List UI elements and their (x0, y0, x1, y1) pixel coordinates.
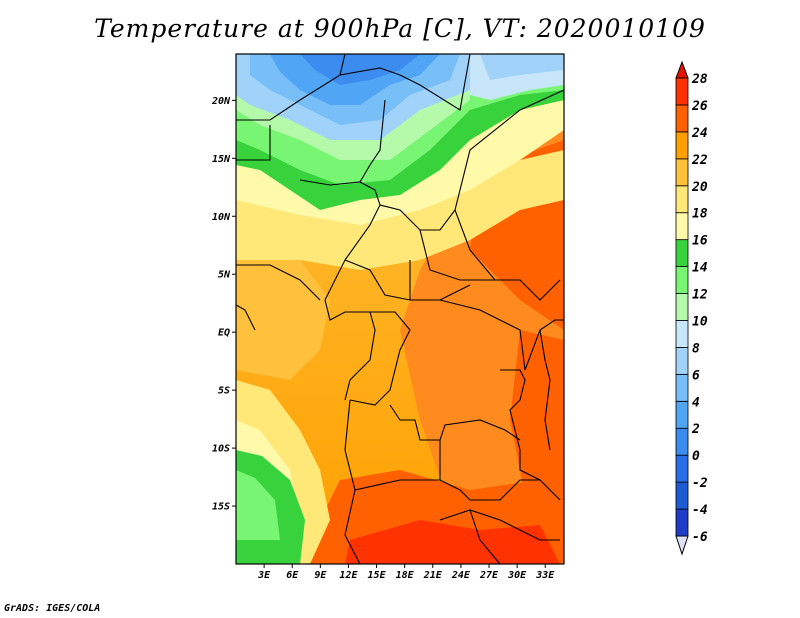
colorbar-swatch (675, 158, 689, 187)
lat-tick-label: 20N (211, 96, 231, 107)
colorbar-label: 24 (691, 126, 708, 141)
colorbar-swatch (675, 427, 689, 456)
colorbar-swatch (675, 320, 689, 348)
lat-tick-label: 15N (212, 154, 231, 165)
lon-tick-label: 3E (257, 570, 271, 581)
colorbar-label: -6 (692, 530, 708, 545)
colorbar-swatch (675, 373, 689, 402)
temperature-field (236, 54, 564, 564)
colorbar-label: 26 (691, 99, 708, 114)
lon-tick-label: 30E (507, 570, 527, 581)
colorbar-label: 10 (692, 314, 708, 329)
colorbar-swatch (675, 77, 689, 106)
colorbar-label: 0 (692, 449, 700, 464)
lat-tick-label: EQ (218, 328, 230, 339)
colorbar-below-arrow (675, 535, 689, 556)
lon-tick-label: 27E (479, 570, 499, 581)
lon-tick-label: 15E (368, 570, 387, 581)
lon-tick-label: 24E (451, 570, 471, 581)
colorbar-label: 2 (691, 422, 700, 437)
map-axes: 20N 15N 10N 5N EQ 5S 10S 15S 3E 6E 9E 12E 15E 18E 21E 2… (211, 96, 555, 581)
colorbar-swatch (675, 400, 689, 429)
grads-credit: GrADS: IGES/COLA (4, 603, 101, 614)
colorbar-label: 18 (692, 207, 708, 222)
lat-tick-label: 10N (212, 212, 231, 223)
lon-tick-label: 18E (396, 570, 415, 581)
lat-tick-label: 5S (218, 386, 230, 397)
map-title: Temperature at 900hPa [C], VT: 202001010… (94, 14, 706, 43)
colorbar-swatch (675, 212, 689, 241)
colorbar-label: 28 (691, 72, 708, 87)
colorbar-swatch (675, 239, 689, 267)
colorbar-label: 8 (692, 341, 700, 356)
lon-tick-label: 21E (423, 570, 443, 581)
colorbar-label: 16 (692, 234, 708, 249)
colorbar-swatch (675, 347, 689, 375)
colorbar-label: 4 (692, 395, 700, 410)
lon-tick-label: 6E (286, 570, 299, 581)
colorbar-swatch (675, 266, 689, 294)
colorbar-swatch (675, 131, 689, 160)
colorbar-swatch (675, 185, 689, 214)
lat-tick-label: 5N (218, 270, 231, 281)
colorbar-swatch (675, 481, 689, 510)
colorbar-swatch (675, 293, 689, 321)
colorbar-label: 12 (692, 288, 708, 303)
lat-tick-label: 10S (212, 444, 230, 455)
lon-tick-label: 33E (535, 570, 555, 581)
colorbar-label: -4 (692, 503, 708, 518)
colorbar-label: 14 (692, 261, 708, 276)
colorbar-label: 22 (691, 153, 708, 168)
lat-tick-label: 15S (212, 502, 230, 513)
colorbar-label: 20 (691, 180, 708, 195)
colorbar-label: 6 (692, 368, 700, 383)
colorbar-above-arrow (675, 60, 689, 79)
map-frame (235, 53, 565, 565)
colorbar-swatch (675, 508, 689, 537)
colorbar-swatch (675, 454, 689, 483)
colorbar-label: -2 (692, 476, 708, 491)
lon-tick-label: 9E (314, 570, 327, 581)
colorbar-swatch (675, 104, 689, 133)
country-borders (236, 54, 564, 564)
lon-tick-label: 12E (339, 570, 358, 581)
